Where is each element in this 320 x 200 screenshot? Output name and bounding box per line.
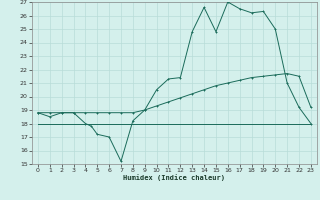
X-axis label: Humidex (Indice chaleur): Humidex (Indice chaleur) [124,175,225,181]
